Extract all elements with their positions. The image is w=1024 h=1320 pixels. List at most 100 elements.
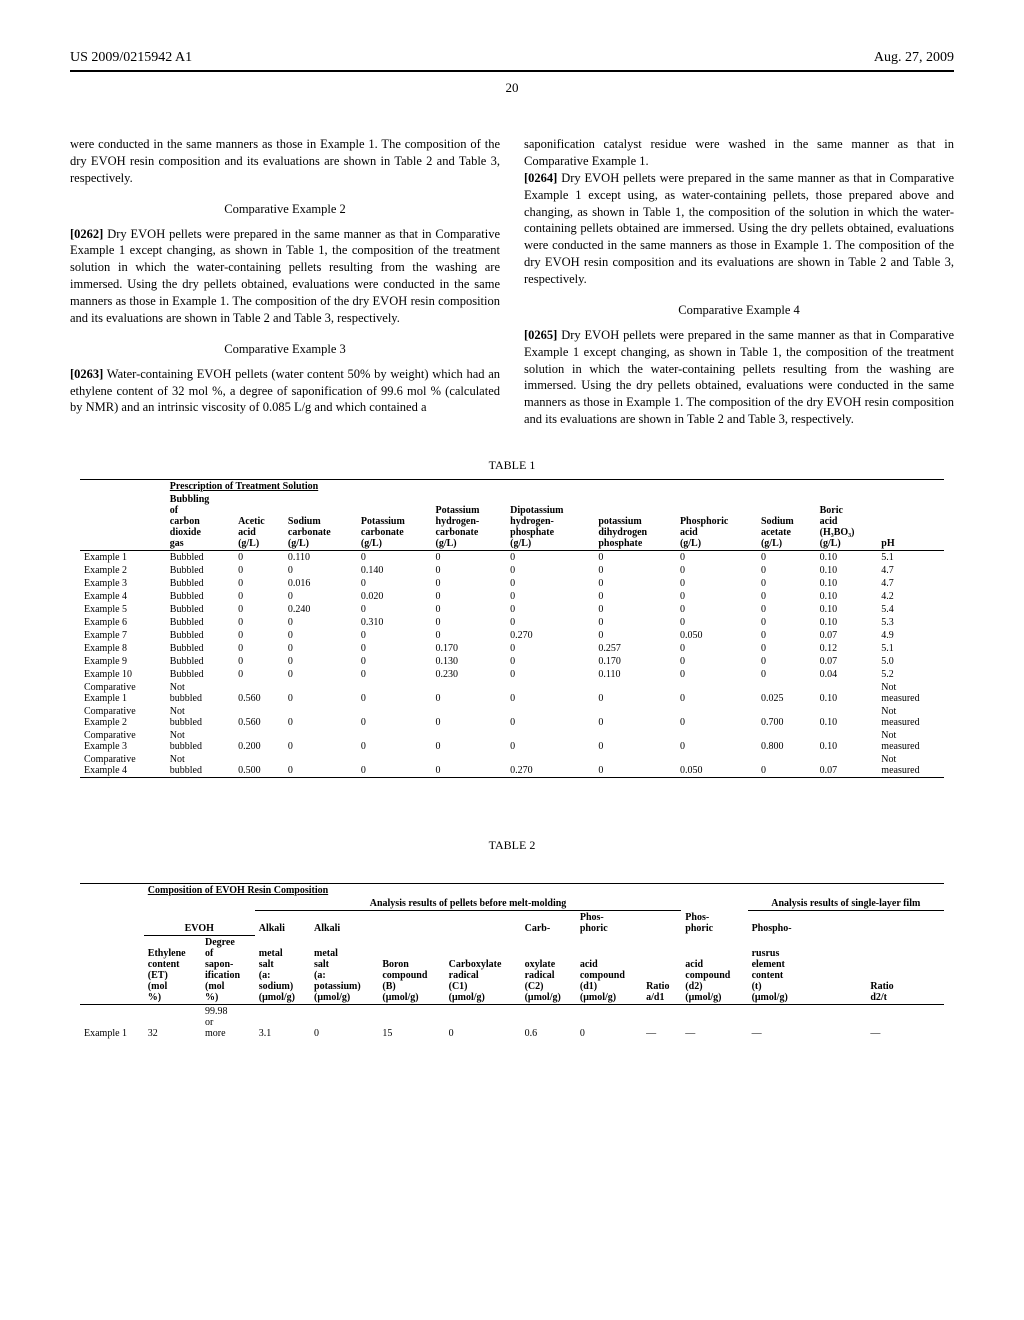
- para-num: [0263]: [70, 367, 103, 381]
- table-row: ComparativeExample 3Notbubbled0.20000000…: [80, 729, 944, 753]
- table-cell: 0.016: [284, 577, 357, 590]
- table-cell: 0.700: [757, 705, 816, 729]
- table-cell: Bubbled: [166, 551, 234, 565]
- table-cell: 0: [676, 642, 757, 655]
- table-row: Example 7Bubbled00000.27000.05000.074.9: [80, 629, 944, 642]
- table-cell: 0.560: [234, 705, 284, 729]
- table-cell: 0: [357, 577, 432, 590]
- table-cell: 0: [357, 642, 432, 655]
- table-cell: 0.560: [234, 681, 284, 705]
- group-phos: Phos-phoric: [681, 911, 747, 936]
- table-cell: 0: [234, 668, 284, 681]
- table-cell: 0: [284, 655, 357, 668]
- table-cell: ComparativeExample 2: [80, 705, 166, 729]
- table-cell: 0: [594, 729, 676, 753]
- table-cell: 0: [432, 753, 507, 778]
- table-cell: Example 5: [80, 603, 166, 616]
- table-cell: 0: [432, 616, 507, 629]
- table-row: ComparativeExample 4Notbubbled0.5000000.…: [80, 753, 944, 778]
- table1-col-header: Potassiumcarbonate(g/L): [357, 493, 432, 551]
- table-cell: ComparativeExample 4: [80, 753, 166, 778]
- table-cell: 0: [594, 551, 676, 565]
- table-cell: 0: [594, 753, 676, 778]
- table-cell: 0.10: [816, 705, 878, 729]
- table2-col-header: acidcompound(d1)(μmol/g): [576, 935, 642, 1004]
- table-cell: Example 6: [80, 616, 166, 629]
- table-cell: 0.04: [816, 668, 878, 681]
- table-cell: 0: [357, 603, 432, 616]
- table-cell: 0: [234, 616, 284, 629]
- table-cell: Example 1: [80, 551, 166, 565]
- table-cell: 0: [234, 590, 284, 603]
- table-cell: Example 9: [80, 655, 166, 668]
- table-cell: 0.10: [816, 590, 878, 603]
- table-cell: 0: [594, 629, 676, 642]
- table2-col-header: Carboxylateradical(C1)(μmol/g): [445, 935, 521, 1004]
- table-cell: 4.7: [877, 564, 944, 577]
- table-cell: 0.10: [816, 616, 878, 629]
- para-text: Dry EVOH pellets were prepared in the sa…: [524, 328, 954, 426]
- table-cell: 0: [757, 590, 816, 603]
- table-cell: Bubbled: [166, 577, 234, 590]
- table-cell: 0: [284, 642, 357, 655]
- table1: Prescription of Treatment Solution Bubbl…: [80, 479, 944, 778]
- table2-sub-right: Analysis results of single-layer film: [748, 897, 944, 911]
- table-cell: 0: [676, 590, 757, 603]
- table1-col-header: Phosphoricacid(g/L): [676, 493, 757, 551]
- section-heading: Comparative Example 2: [70, 201, 500, 218]
- table-cell: 0.257: [594, 642, 676, 655]
- para-num: [0265]: [524, 328, 557, 342]
- table-row: ComparativeExample 2Notbubbled0.56000000…: [80, 705, 944, 729]
- table-cell: Bubbled: [166, 616, 234, 629]
- para-text: Water-containing EVOH pellets (water con…: [70, 367, 500, 415]
- table-cell: 0: [284, 668, 357, 681]
- table-cell: 5.0: [877, 655, 944, 668]
- table-cell: 0.025: [757, 681, 816, 705]
- table-cell: 0: [506, 729, 594, 753]
- table-cell: 0: [506, 681, 594, 705]
- table-cell: 0: [357, 705, 432, 729]
- table-cell: 0: [284, 564, 357, 577]
- section-heading: Comparative Example 3: [70, 341, 500, 358]
- table-cell: 0: [234, 551, 284, 565]
- table-cell: 4.2: [877, 590, 944, 603]
- table-cell: 0: [676, 616, 757, 629]
- table-cell: 0.07: [816, 753, 878, 778]
- table-cell: Notmeasured: [877, 681, 944, 705]
- table-cell: 0.10: [816, 551, 878, 565]
- table-cell: 0: [506, 642, 594, 655]
- group-evoh: EVOH: [144, 911, 255, 936]
- table2-title: TABLE 2: [70, 838, 954, 853]
- table-cell: 0: [506, 655, 594, 668]
- para: [0263] Water-containing EVOH pellets (wa…: [70, 366, 500, 417]
- table-cell: 0: [676, 729, 757, 753]
- header-underline: [70, 70, 954, 72]
- table-cell: 0: [757, 603, 816, 616]
- table-cell: 0.140: [357, 564, 432, 577]
- table1-col-header: Bubblingofcarbondioxidegas: [166, 493, 234, 551]
- table1-col-header: pH: [877, 493, 944, 551]
- table-cell: 0: [284, 705, 357, 729]
- table-cell: 0: [757, 753, 816, 778]
- group-phospho: Phospho-: [748, 911, 867, 936]
- table-cell: 0: [594, 603, 676, 616]
- table-cell: 0: [757, 564, 816, 577]
- table-cell: 3.1: [255, 1004, 310, 1040]
- table-cell: 0.130: [432, 655, 507, 668]
- table-cell: 0: [506, 603, 594, 616]
- table-cell: 0: [594, 616, 676, 629]
- table-cell: 0.07: [816, 655, 878, 668]
- table1-col-header: Sodiumcarbonate(g/L): [284, 493, 357, 551]
- table-cell: Example 7: [80, 629, 166, 642]
- table1-title: TABLE 1: [70, 458, 954, 473]
- table-cell: 0: [506, 616, 594, 629]
- para: [0262] Dry EVOH pellets were prepared in…: [70, 226, 500, 327]
- table-cell: 0: [757, 577, 816, 590]
- table-cell: Notmeasured: [877, 753, 944, 778]
- table-cell: Notbubbled: [166, 681, 234, 705]
- patent-date: Aug. 27, 2009: [874, 50, 954, 66]
- para: were conducted in the same manners as th…: [70, 136, 500, 187]
- table-cell: 0: [432, 590, 507, 603]
- table-cell: 0.050: [676, 629, 757, 642]
- table-cell: 0.10: [816, 681, 878, 705]
